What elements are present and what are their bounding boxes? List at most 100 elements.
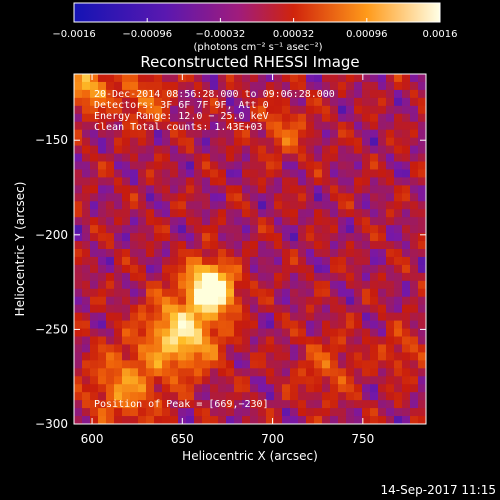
heatmap-cell [338,201,347,210]
heatmap-cell [178,137,187,147]
heatmap-cell [114,193,123,202]
heatmap-cell [170,241,179,250]
heatmap-cell [234,328,243,338]
heatmap-cell [138,336,147,346]
heatmap-cell [250,217,259,226]
heatmap-cell [194,105,203,115]
heatmap-cell [114,161,123,171]
heatmap-cell [130,105,139,115]
heatmap-cell [226,217,235,226]
heatmap-cell [82,201,91,210]
heatmap-cell [122,400,131,409]
heatmap-cell [242,193,251,202]
heatmap-cell [178,328,187,338]
heatmap-cell [162,336,171,346]
heatmap-cell [274,97,283,107]
heatmap-cell [386,344,395,353]
heatmap-cell [298,105,307,115]
heatmap-cell [378,113,387,123]
heatmap-cell [322,233,331,242]
heatmap-cell [194,416,203,424]
heatmap-cell [90,241,99,250]
heatmap-cell [122,304,131,314]
heatmap-cell [322,121,331,131]
heatmap-cell [386,185,395,194]
heatmap-cell [418,400,426,409]
heatmap-cell [298,320,307,330]
heatmap-cell [402,408,411,417]
x-tick-label: 650 [171,432,194,446]
heatmap-cell [298,177,307,186]
heatmap-cell [298,89,307,99]
heatmap-cell [418,233,426,242]
heatmap-cell [154,217,163,226]
heatmap-cell [410,336,419,346]
heatmap-cell [202,320,211,330]
heatmap-cell [122,153,131,163]
heatmap-cell [386,320,395,330]
heatmap-cell [418,320,426,330]
heatmap-cell [346,153,355,163]
heatmap-cell [226,256,235,266]
heatmap-cell [402,392,411,401]
heatmap-cell [146,193,155,202]
heatmap-cell [298,336,307,346]
heatmap-cell [338,376,347,385]
heatmap-cell [178,97,187,107]
heatmap-cell [370,233,379,242]
heatmap-cell [282,241,291,250]
heatmap-cell [122,241,131,250]
heatmap-cell [394,185,403,194]
heatmap-cell [90,233,99,242]
heatmap-cell [226,233,235,242]
heatmap-cell [74,241,83,250]
heatmap-cell [402,368,411,377]
heatmap-cell [138,105,147,115]
heatmap-cell [170,137,179,147]
heatmap-cell [322,336,331,346]
heatmap-cell [90,153,99,163]
heatmap-cell [274,344,283,353]
heatmap-cell [410,105,419,115]
heatmap-cell [266,280,275,290]
heatmap-cell [282,416,291,424]
heatmap-cell [170,81,179,91]
heatmap-cell [330,185,339,194]
heatmap-cell [242,416,251,424]
heatmap-cell [202,161,211,171]
heatmap-cell [418,336,426,346]
heatmap-cell [114,177,123,186]
heatmap-cell [338,368,347,377]
heatmap-cell [274,264,283,274]
heatmap-cell [226,360,235,369]
heatmap-cell [378,328,387,338]
heatmap-cell [258,264,267,274]
heatmap-cell [202,272,211,282]
heatmap-cell [138,185,147,194]
heatmap-cell [218,384,227,393]
heatmap-cell [354,129,363,139]
heatmap-cell [178,384,187,393]
heatmap-cell [130,169,139,178]
heatmap-cell [402,320,411,330]
heatmap-cell [314,74,323,83]
heatmap-cell [306,185,315,194]
heatmap-cell [226,161,235,171]
heatmap-cell [378,384,387,393]
heatmap-cell [418,177,426,186]
heatmap-cell [146,360,155,369]
heatmap-cell [178,145,187,155]
heatmap-cell [138,408,147,417]
heatmap-cell [402,81,411,91]
heatmap-cell [362,400,371,409]
heatmap-cell [362,249,371,258]
heatmap-cell [290,161,299,171]
heatmap-cell [258,256,267,266]
heatmap-cell [202,185,211,194]
heatmap-cell [234,137,243,147]
heatmap-cell [234,105,243,115]
heatmap-cell [370,328,379,338]
heatmap-cell [186,400,195,409]
heatmap-cell [290,177,299,186]
heatmap-cell [210,105,219,115]
